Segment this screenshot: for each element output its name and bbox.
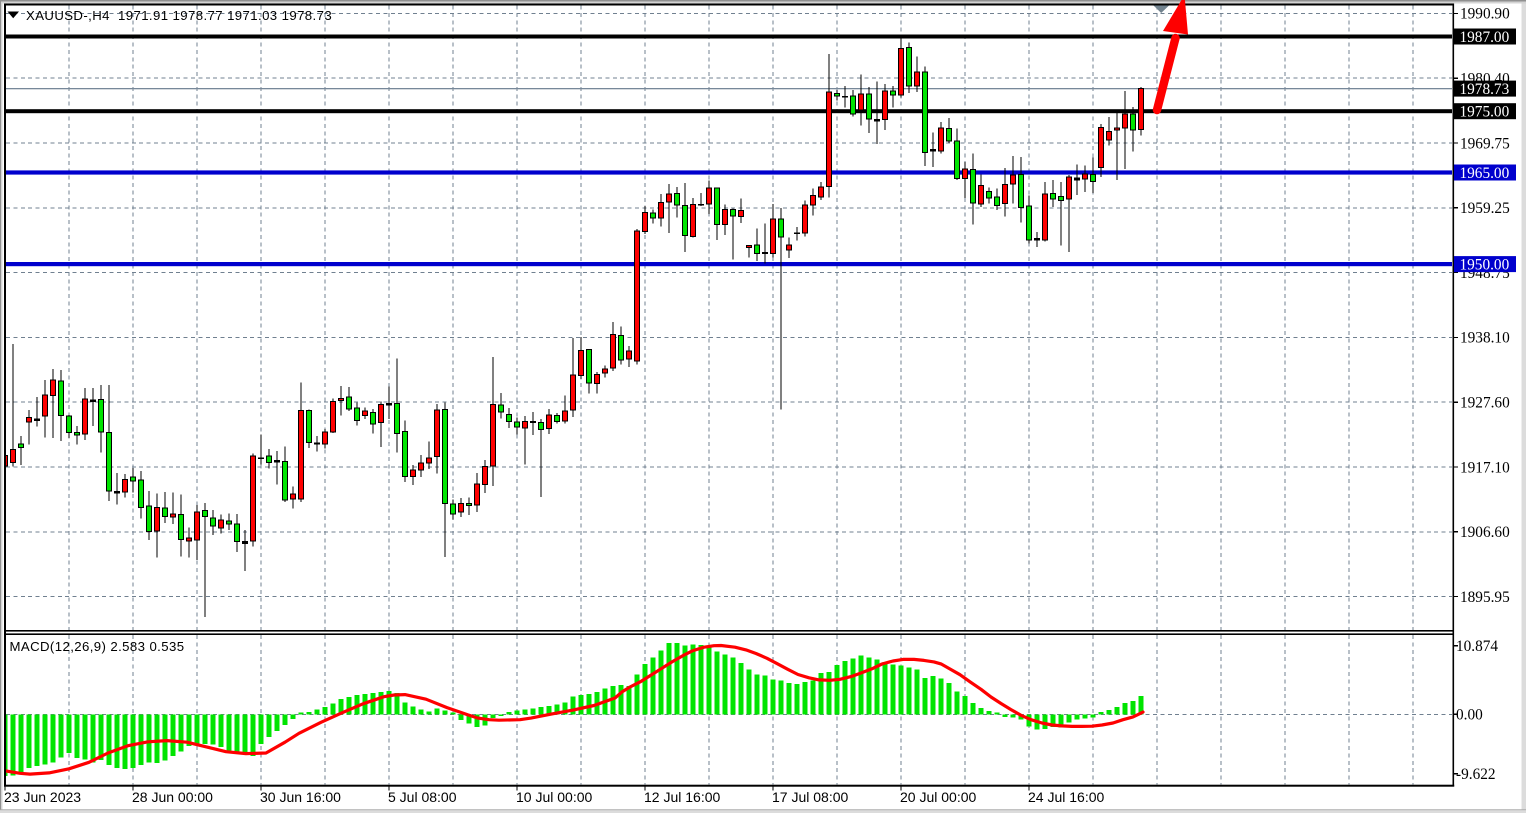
svg-text:MACD(12,26,9) 2.583 0.535: MACD(12,26,9) 2.583 0.535 <box>10 639 185 654</box>
svg-text:1950.00: 1950.00 <box>1460 256 1510 273</box>
svg-text:1906.60: 1906.60 <box>1460 524 1510 541</box>
svg-text:20 Jul 00:00: 20 Jul 00:00 <box>900 789 976 805</box>
svg-text:17 Jul 08:00: 17 Jul 08:00 <box>772 789 848 805</box>
svg-text:1959.25: 1959.25 <box>1460 200 1510 217</box>
svg-text:1990.90: 1990.90 <box>1460 6 1510 23</box>
svg-text:1917.10: 1917.10 <box>1460 459 1510 476</box>
svg-text:12 Jul 16:00: 12 Jul 16:00 <box>644 789 720 805</box>
svg-text:1978.73: 1978.73 <box>1460 81 1510 98</box>
svg-text:1969.75: 1969.75 <box>1460 135 1510 152</box>
svg-text:10.874: 10.874 <box>1456 638 1498 655</box>
svg-text:10 Jul 00:00: 10 Jul 00:00 <box>516 789 592 805</box>
svg-text:24 Jul 16:00: 24 Jul 16:00 <box>1028 789 1104 805</box>
svg-text:1965.00: 1965.00 <box>1460 165 1510 182</box>
svg-text:1927.60: 1927.60 <box>1460 395 1510 412</box>
svg-text:0.00: 0.00 <box>1456 707 1483 724</box>
svg-text:23 Jun 2023: 23 Jun 2023 <box>4 789 81 805</box>
svg-text:1895.95: 1895.95 <box>1460 589 1510 606</box>
svg-text:-9.622: -9.622 <box>1456 766 1496 783</box>
svg-text:28 Jun 00:00: 28 Jun 00:00 <box>132 789 213 805</box>
svg-text:30 Jun 16:00: 30 Jun 16:00 <box>260 789 341 805</box>
svg-text:1987.00: 1987.00 <box>1460 29 1510 46</box>
svg-text:5 Jul 08:00: 5 Jul 08:00 <box>388 789 457 805</box>
svg-text:1975.00: 1975.00 <box>1460 104 1510 121</box>
svg-text:XAUUSD-,H4 1971.91 1978.77 19: XAUUSD-,H4 1971.91 1978.77 1971.03 1978.… <box>26 8 332 23</box>
svg-text:1938.10: 1938.10 <box>1460 330 1510 347</box>
